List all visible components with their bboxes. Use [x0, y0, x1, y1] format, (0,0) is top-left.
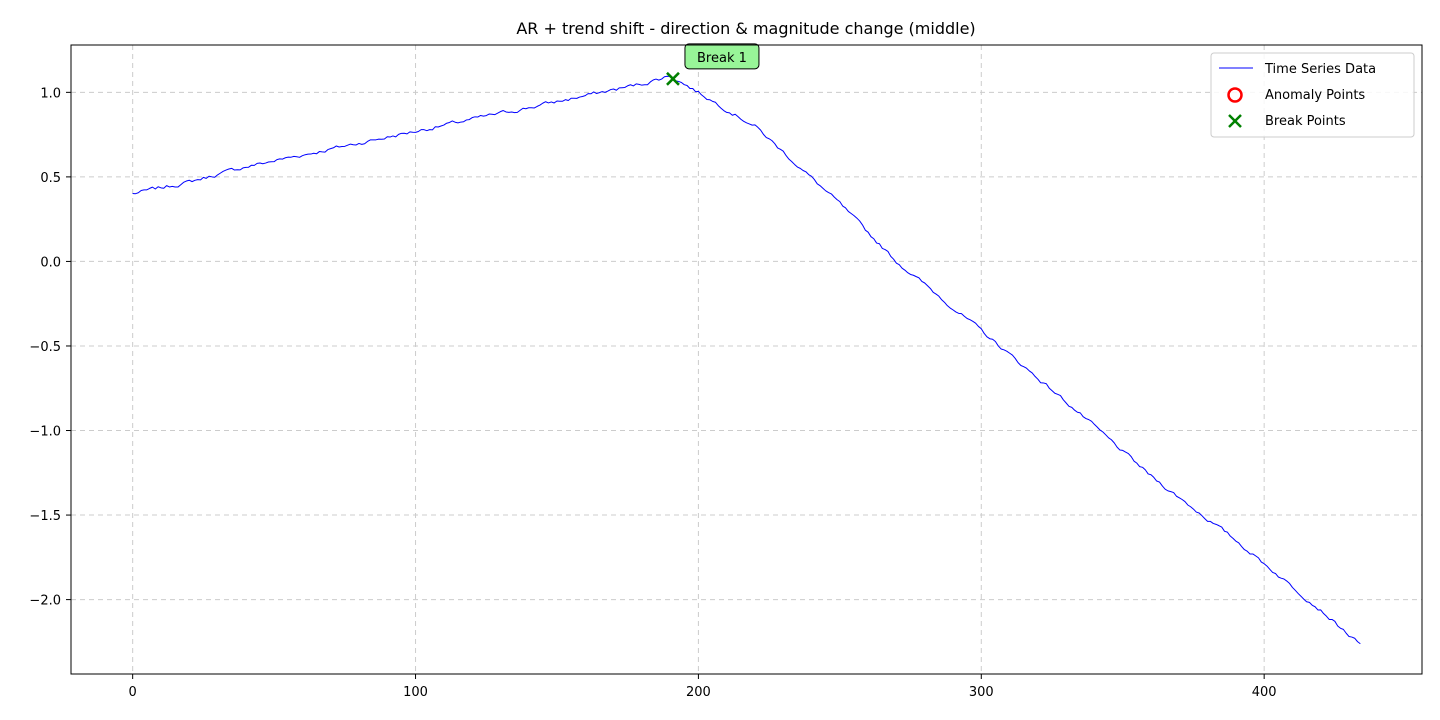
y-tick-label: −1.0	[29, 425, 61, 440]
y-tick-label: 1.0	[40, 86, 61, 101]
x-tick-label: 300	[969, 685, 994, 700]
legend-circle-swatch	[1227, 87, 1243, 103]
break-points: Break 1	[666, 43, 760, 86]
legend: Time Series Data Anomaly Points Break Poin…	[1210, 52, 1415, 138]
legend-label: Break Points	[1265, 114, 1346, 129]
chart-title: AR + trend shift - direction & magnitude…	[516, 19, 975, 38]
legend-label: Anomaly Points	[1265, 88, 1365, 103]
x-tick-label: 100	[403, 685, 428, 700]
break-point-marker	[666, 71, 680, 86]
series-line	[132, 75, 1361, 645]
legend-label: Time Series Data	[1264, 62, 1376, 77]
y-tick-label: −1.5	[29, 509, 61, 524]
x-tick-label: 400	[1252, 685, 1277, 700]
y-tick-label: 0.0	[40, 255, 61, 270]
axis-ticks: 0 100 200 300 400 −2.0 −1.5 −1.0 −0.5 0.0 0.5 1.0	[29, 86, 1276, 700]
series-layer	[132, 75, 1361, 645]
x-tick-label: 200	[686, 685, 711, 700]
break-annotation-box	[684, 43, 760, 70]
legend-x-swatch	[1228, 114, 1242, 128]
plot-frame	[70, 44, 1423, 675]
y-tick-label: −2.0	[29, 594, 61, 609]
x-tick-label: 0	[129, 685, 137, 700]
break-annotation-label: Break 1	[697, 51, 747, 66]
grid	[71, 45, 1422, 674]
y-tick-label: 0.5	[40, 171, 61, 186]
legend-frame	[1210, 52, 1415, 138]
y-tick-label: −0.5	[29, 340, 61, 355]
